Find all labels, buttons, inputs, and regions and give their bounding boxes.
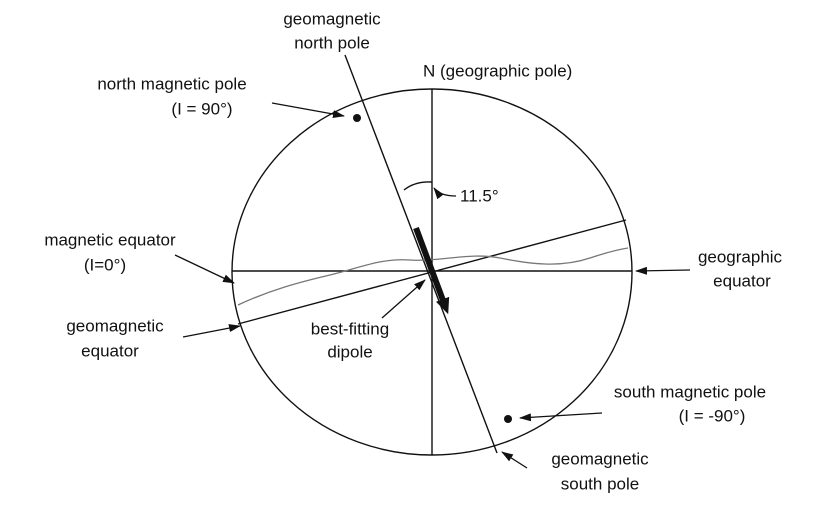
south-magnetic-pole-dot [504,415,512,423]
north-magnetic-pole-dot [353,114,361,122]
label: geographic [698,247,783,266]
angle-arc [403,181,433,191]
label: geomagnetic [283,9,381,28]
geomagnetic-axis [344,54,498,454]
label: north pole [294,33,370,52]
label: dipole [327,342,372,361]
labels: geomagnetic north pole N (geographic pol… [44,9,782,493]
label: south magnetic pole [614,382,766,401]
label: equator [713,271,771,290]
label: (I = -90°) [679,406,746,425]
label: (I=0°) [84,255,126,274]
label: equator [81,341,139,360]
arrow [501,451,528,469]
label: north magnetic pole [97,74,246,93]
label: (I = 90°) [171,99,232,118]
arrow [271,102,345,118]
globe [231,54,633,456]
magnetic-equator-line [237,247,629,306]
arrow [174,254,235,284]
arrow [635,266,691,275]
arrow [433,187,457,200]
label: south pole [561,474,639,493]
label: 11.5° [460,186,499,205]
label: geomagnetic [551,449,649,468]
arrows [174,102,691,469]
dipole-arrow [413,226,450,315]
label: N (geographic pole) [423,61,572,80]
arrow [381,279,426,319]
arrow [519,412,603,422]
label: magnetic equator [44,230,176,249]
label: geomagnetic [66,316,164,335]
label: best-fitting [311,319,389,338]
arrow [182,324,241,338]
